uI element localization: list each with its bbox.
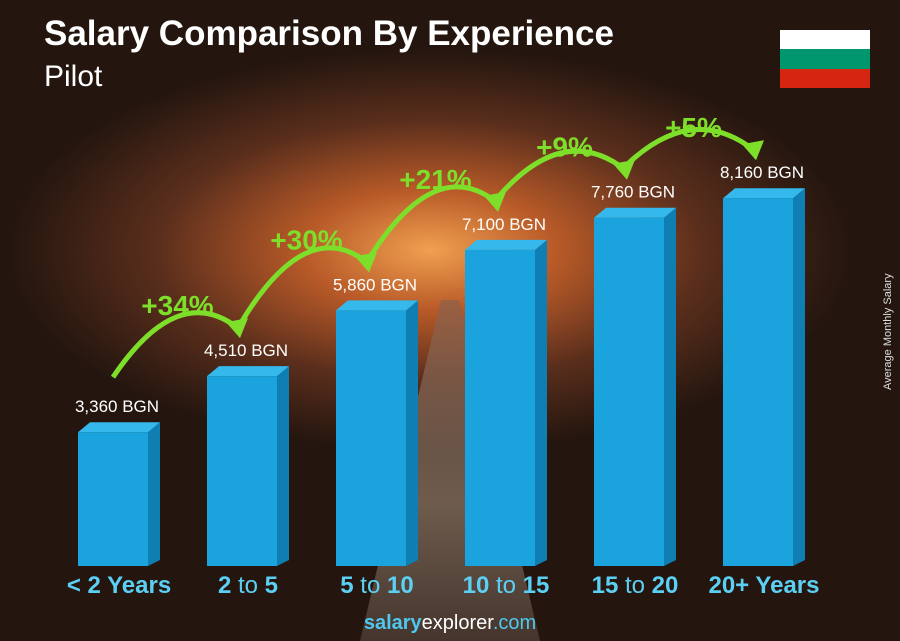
bar-top bbox=[723, 188, 805, 199]
bar bbox=[336, 310, 406, 566]
arrow-head-icon bbox=[355, 252, 377, 273]
bar bbox=[723, 198, 793, 566]
value-label: 3,360 BGN bbox=[75, 397, 159, 416]
bar-top bbox=[594, 207, 676, 218]
arrow-head-icon bbox=[484, 191, 506, 212]
value-label: 4,510 BGN bbox=[204, 341, 288, 360]
category-part: 10 bbox=[463, 572, 490, 599]
category-part: to bbox=[231, 572, 264, 599]
bar bbox=[465, 249, 535, 566]
category-part: < 2 Years bbox=[67, 572, 171, 599]
category-part: to bbox=[618, 572, 651, 599]
bar-side bbox=[148, 422, 160, 566]
flag-stripe-red bbox=[780, 68, 870, 88]
bar-top bbox=[207, 366, 289, 377]
category-part: 20+ Years bbox=[708, 572, 819, 599]
bar-top bbox=[465, 239, 547, 250]
change-label: +9% bbox=[536, 132, 593, 163]
category-label: 20+ Years bbox=[708, 572, 819, 599]
category-part: 15 bbox=[523, 572, 550, 599]
arrow-head-icon bbox=[226, 318, 248, 339]
change-arrow bbox=[368, 184, 498, 257]
value-label: 5,860 BGN bbox=[333, 275, 417, 294]
chart-title: Salary Comparison By Experience bbox=[44, 14, 614, 53]
arrow-head-icon bbox=[613, 159, 635, 180]
bar-top bbox=[336, 300, 418, 311]
category-part: 20 bbox=[652, 572, 679, 599]
arrow-head-icon bbox=[742, 140, 764, 161]
value-label: 8,160 BGN bbox=[720, 163, 804, 182]
category-part: 5 bbox=[340, 572, 353, 599]
category-label: 15 to 20 bbox=[592, 572, 679, 599]
bar bbox=[78, 432, 148, 566]
bar-side bbox=[793, 188, 805, 566]
change-label: +5% bbox=[665, 112, 722, 143]
bar-top bbox=[78, 422, 160, 433]
bar bbox=[594, 217, 664, 566]
flag-stripe-green bbox=[780, 49, 870, 69]
category-part: 2 bbox=[218, 572, 231, 599]
bar bbox=[207, 376, 277, 566]
change-arrow bbox=[627, 127, 756, 165]
chart-subtitle: Pilot bbox=[44, 60, 103, 93]
bar-side bbox=[406, 300, 418, 566]
category-part: to bbox=[489, 572, 522, 599]
bar-side bbox=[535, 239, 547, 566]
category-part: 15 bbox=[592, 572, 619, 599]
flag-stripe-white bbox=[780, 30, 870, 50]
value-label: 7,760 BGN bbox=[591, 183, 675, 202]
footer-explorer: explorer bbox=[421, 612, 493, 634]
change-arrow bbox=[498, 148, 627, 197]
change-label: +34% bbox=[141, 290, 213, 321]
category-part: to bbox=[354, 572, 387, 599]
change-arrow bbox=[239, 245, 369, 323]
category-label: 10 to 15 bbox=[463, 572, 550, 599]
value-label: 7,100 BGN bbox=[462, 215, 546, 234]
footer-com: .com bbox=[492, 612, 537, 634]
change-label: +30% bbox=[270, 224, 342, 255]
footer-salary: salary bbox=[363, 612, 422, 634]
change-label: +21% bbox=[399, 164, 471, 195]
category-label: 5 to 10 bbox=[340, 572, 413, 599]
category-label: < 2 Years bbox=[67, 572, 171, 599]
bulgaria-flag-icon bbox=[780, 30, 870, 88]
change-arrow bbox=[110, 310, 240, 379]
category-part: 5 bbox=[265, 572, 278, 599]
category-part: 10 bbox=[387, 572, 414, 599]
category-label: 2 to 5 bbox=[218, 572, 278, 599]
bar-side bbox=[664, 207, 676, 566]
footer-logo[interactable]: salaryexplorer.com bbox=[0, 612, 900, 635]
bar-side bbox=[277, 366, 289, 566]
